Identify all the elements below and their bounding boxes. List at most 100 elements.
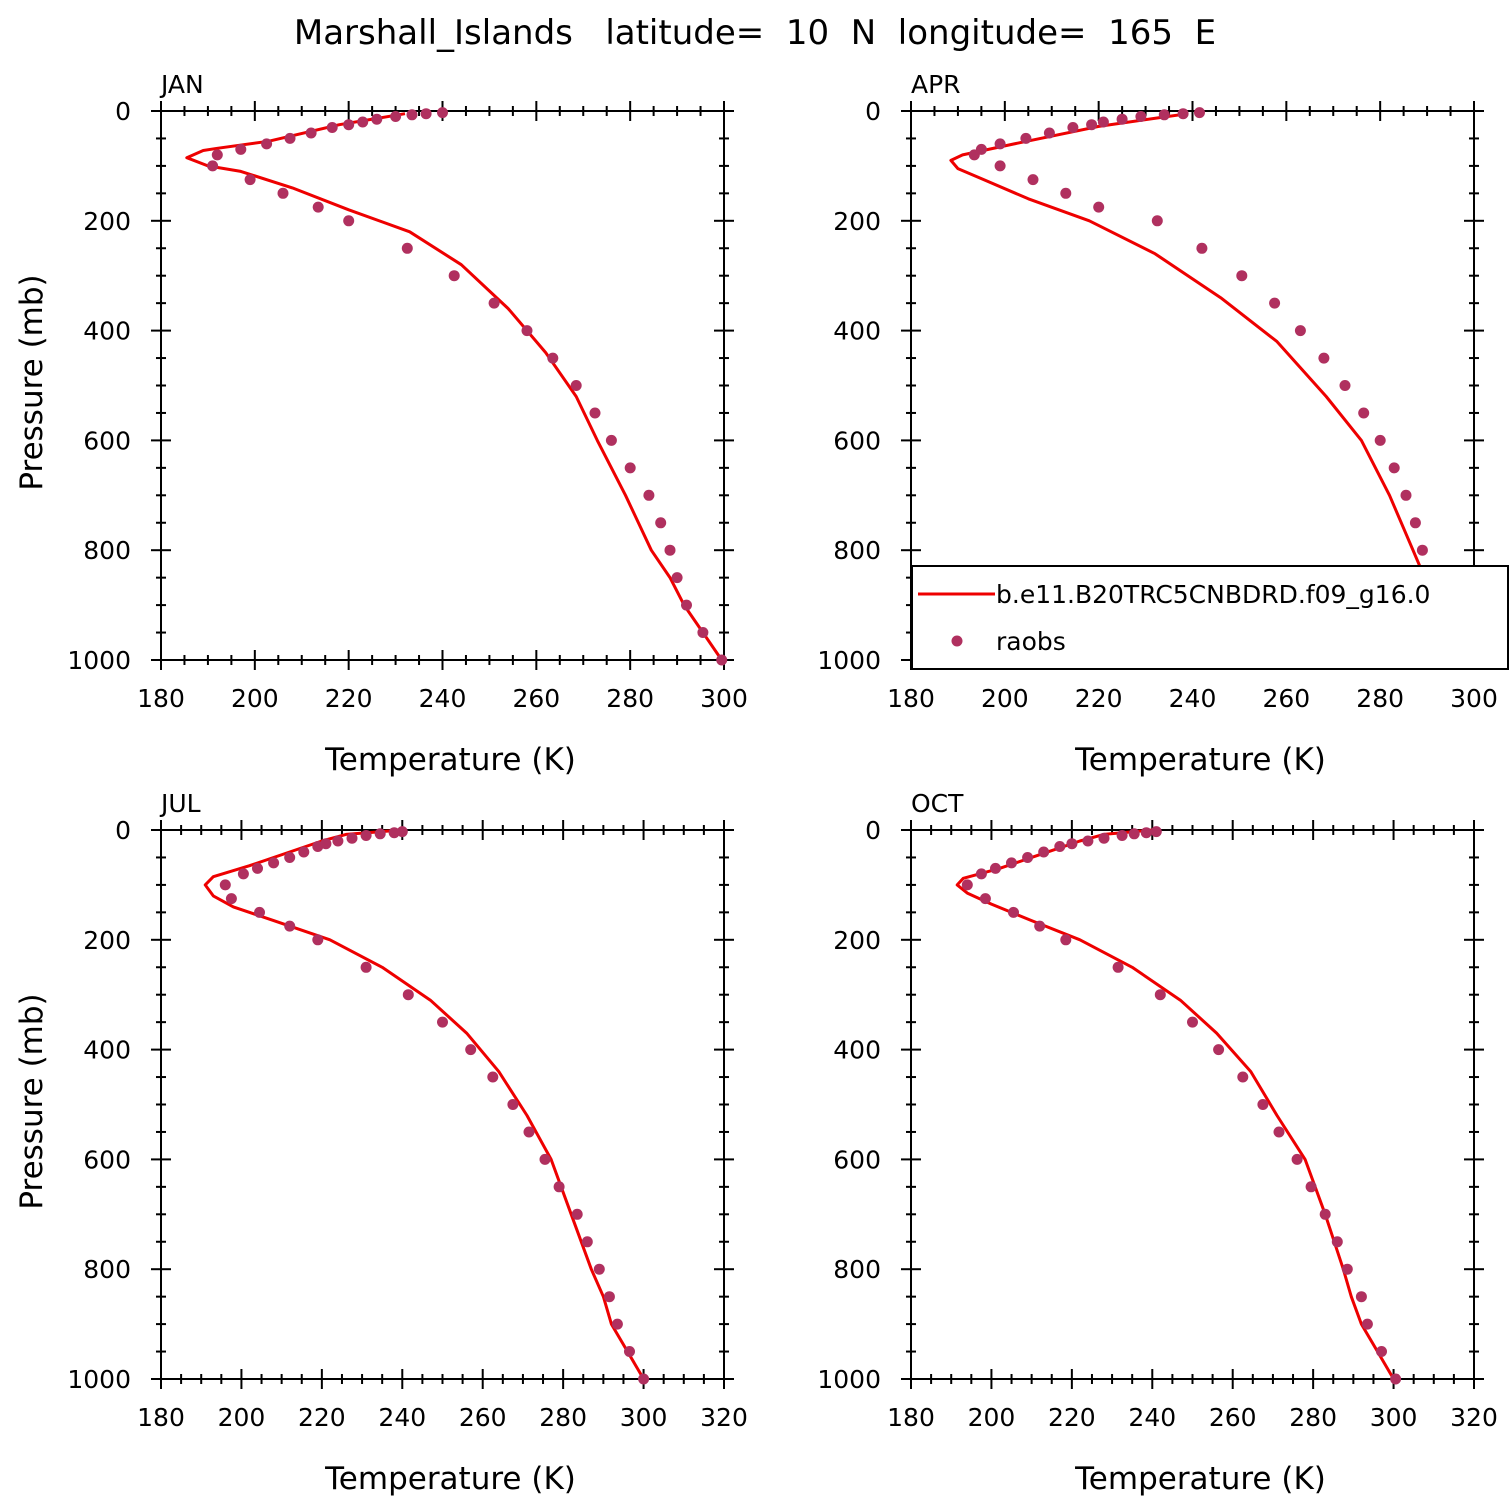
obs-point (465, 1044, 477, 1056)
obs-point (1060, 934, 1072, 946)
obs-point (1339, 380, 1351, 391)
obs-point (207, 160, 219, 172)
y-tick-label: 200 (83, 926, 131, 955)
x-tick-label: 200 (218, 1403, 266, 1432)
obs-point (1196, 242, 1208, 254)
obs-point (237, 868, 249, 880)
y-tick-label: 1000 (817, 1365, 881, 1394)
y-tick-label: 800 (833, 1255, 881, 1284)
obs-point (1151, 215, 1163, 227)
x-axis-label: Temperature (K) (1074, 1461, 1326, 1497)
x-tick-label: 220 (1075, 684, 1123, 713)
plot-frame (160, 110, 725, 661)
obs-point (990, 862, 1001, 874)
obs-point (638, 1373, 650, 1385)
obs-point (1273, 1126, 1285, 1138)
y-tick-label: 1000 (67, 1365, 131, 1394)
obs-point (402, 989, 414, 1001)
panel-oct: OCT 180 200 220 240 260 280 300 320 0 200 400 600 800… (817, 789, 1497, 1497)
x-tick-label: 240 (1128, 1403, 1176, 1432)
obs-point (235, 143, 247, 155)
obs-point (605, 434, 617, 446)
obs-point (593, 1263, 605, 1275)
obs-point (1177, 108, 1189, 120)
obs-point (312, 201, 324, 213)
obs-point (681, 599, 692, 611)
obs-point (961, 879, 973, 891)
obs-point (1150, 826, 1162, 838)
obs-point (697, 627, 709, 638)
obs-point (487, 1071, 499, 1083)
obs-point (401, 242, 413, 254)
legend-model-label: b.e11.B20TRC5CNBDRD.f09_g16.0 (996, 580, 1430, 609)
y-tick-label: 200 (83, 207, 131, 236)
x-tick-label: 180 (887, 1403, 935, 1432)
x-tick-label: 280 (1289, 1403, 1337, 1432)
x-tick-label: 300 (700, 684, 748, 713)
obs-point (671, 572, 683, 584)
obs-point (298, 846, 310, 858)
obs-point (312, 934, 324, 946)
obs-point (643, 489, 655, 501)
obs-point (1237, 1071, 1249, 1083)
obs-point (388, 827, 400, 839)
obs-point (1098, 832, 1110, 844)
obs-point (1043, 127, 1055, 139)
obs-point (1269, 297, 1281, 309)
obs-point (1112, 961, 1124, 973)
obs-point (1291, 1153, 1303, 1165)
main-title: Marshall_Islands latitude= 10 N longitud… (294, 13, 1216, 53)
obs-point (571, 1208, 583, 1220)
obs-point (254, 906, 265, 918)
x-tick-label: 260 (459, 1403, 507, 1432)
obs-point (1097, 116, 1109, 128)
obs-point (244, 174, 256, 186)
y-tick-label: 400 (833, 317, 881, 346)
obs-point (975, 143, 987, 155)
x-tick-label: 320 (700, 1403, 748, 1432)
series-group (955, 826, 1402, 1385)
obs-point (994, 138, 1006, 150)
obs-point (523, 1126, 535, 1138)
obs-point (547, 352, 559, 364)
obs-point (1116, 113, 1128, 125)
obs-point (360, 961, 372, 973)
x-axis-label: Temperature (K) (1074, 742, 1326, 778)
obs-point (1066, 838, 1078, 850)
x-tick-label: 260 (512, 684, 560, 713)
y-tick-label: 600 (833, 426, 881, 455)
obs-point (343, 215, 355, 227)
panel-title: JAN (159, 70, 204, 99)
obs-point (284, 852, 296, 863)
obs-point (1060, 187, 1072, 199)
obs-point (1361, 1318, 1373, 1330)
obs-point (1319, 1208, 1331, 1220)
obs-point (448, 270, 460, 282)
y-tick-label: 1000 (817, 646, 881, 675)
obs-point (1020, 132, 1032, 144)
panel-apr: APR 180 200 220 240 260 280 300 0 200 400 600 800 100… (817, 70, 1497, 778)
model-line (203, 828, 645, 1380)
obs-point (539, 1153, 551, 1165)
x-tick-label: 180 (137, 1403, 185, 1432)
obs-point (611, 1318, 623, 1330)
obs-point (1093, 201, 1105, 213)
obs-point (225, 893, 237, 905)
y-tick-label: 200 (833, 207, 881, 236)
obs-point (1140, 827, 1152, 839)
x-tick-label: 220 (325, 684, 373, 713)
x-tick-label: 280 (1356, 684, 1404, 713)
y-tick-label: 800 (83, 536, 131, 565)
obs-point (1154, 989, 1166, 1001)
x-tick-label: 200 (968, 1403, 1016, 1432)
obs-point (1038, 846, 1050, 858)
obs-point (1034, 920, 1046, 932)
y-tick-label: 1000 (67, 646, 131, 675)
obs-point (979, 893, 991, 905)
obs-point (975, 868, 987, 880)
y-tick-label: 0 (865, 97, 881, 126)
obs-point (437, 107, 448, 119)
y-tick-label: 400 (83, 1036, 131, 1065)
obs-point (488, 297, 500, 309)
y-tick-label: 0 (865, 816, 881, 845)
